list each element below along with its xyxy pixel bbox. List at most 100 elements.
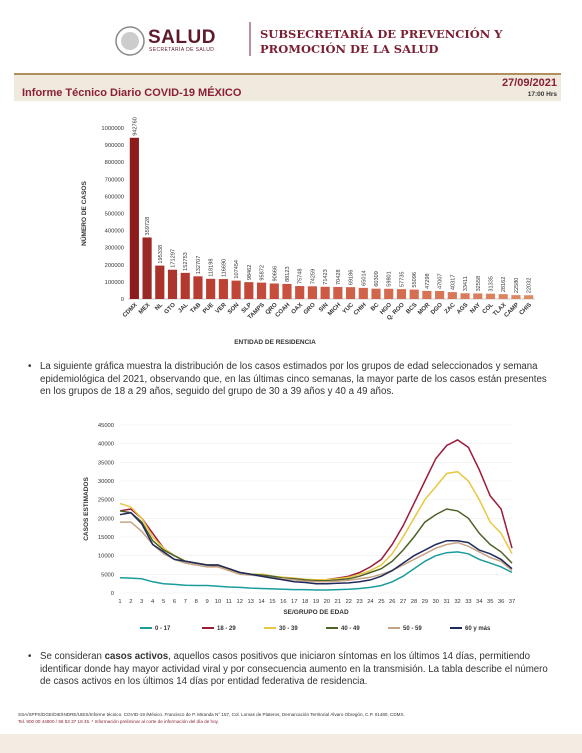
x-tick-label: COAH	[275, 302, 292, 319]
y-axis-label: CASOS ESTIMADOS	[83, 477, 90, 541]
x-tick-label: 29	[422, 599, 428, 605]
y-tick-label: 600000	[105, 194, 124, 200]
bar	[142, 237, 152, 299]
value-label: 195338	[158, 245, 164, 264]
x-tick-label: 18	[302, 599, 308, 605]
bar	[422, 290, 432, 299]
y-tick-label: 5000	[101, 572, 114, 578]
x-tick-label: DGO	[430, 302, 444, 316]
x-tick-label: PUE	[202, 302, 215, 315]
value-label: 98462	[247, 265, 253, 281]
legend-label: 18 - 29	[217, 626, 236, 632]
bar	[473, 293, 483, 299]
x-tick-label: OAX	[291, 302, 304, 315]
value-label: 22580	[514, 278, 520, 294]
legend-label: 60 y más	[465, 626, 491, 632]
footer-line: Tel. 800 00 44800 / 55 53 37 18 45. * In…	[18, 719, 219, 724]
bar	[180, 272, 190, 299]
x-tick-label: 27	[400, 599, 406, 605]
y-tick-label: 300000	[105, 246, 124, 252]
x-tick-label: CHIS	[519, 302, 533, 316]
seal	[115, 26, 145, 56]
y-tick-label: 100000	[105, 280, 124, 286]
x-tick-label: GRO	[303, 302, 317, 316]
y-tick-label: 10000	[98, 554, 114, 560]
banner-bg	[14, 73, 561, 101]
x-tick-label: 19	[313, 599, 319, 605]
value-label: 74259	[310, 269, 316, 285]
value-label: 132707	[196, 256, 202, 275]
bar	[447, 292, 457, 299]
text: Se consideran	[40, 651, 105, 662]
banner-rule	[14, 73, 561, 75]
series-line	[119, 551, 513, 591]
value-label: 70428	[336, 269, 342, 285]
agency-name: SUBSECRETARÍA DE PREVENCIÓN Y PROMOCIÓN …	[260, 27, 503, 56]
value-label: 59801	[387, 271, 393, 287]
bold-text: casos activos	[104, 651, 169, 662]
value-label: 47298	[425, 273, 431, 289]
x-tick-label: 1	[118, 599, 121, 605]
bar	[435, 290, 445, 299]
bar	[256, 282, 267, 299]
bar	[333, 286, 343, 299]
y-tick-label: 15000	[98, 535, 114, 541]
series-line	[119, 470, 513, 581]
y-tick-label: 0	[111, 591, 114, 597]
legend-label: 0 - 17	[155, 626, 171, 632]
bar	[371, 288, 381, 299]
bar	[511, 295, 521, 299]
value-label: 69186	[349, 270, 355, 286]
bar	[345, 287, 356, 299]
value-label: 942760	[132, 117, 138, 136]
value-label: 359728	[145, 217, 151, 236]
x-tick-label: 36	[498, 599, 504, 605]
value-label: 95872	[260, 265, 266, 281]
bar	[129, 137, 139, 299]
line-chart: 0 5000 10000 15000 20000 25000 30000 35000 40000…	[83, 423, 515, 632]
value-label: 28162	[501, 277, 507, 293]
x-tick-label: 13	[247, 599, 253, 605]
value-label: 90666	[272, 266, 278, 282]
paragraph: La siguiente gráfica muestra la distribu…	[40, 361, 547, 397]
x-tick-label: 25	[378, 599, 384, 605]
bar	[282, 283, 292, 299]
bar	[206, 278, 216, 299]
bar	[193, 276, 203, 299]
value-label: 40317	[450, 275, 456, 291]
bar	[409, 289, 419, 299]
x-tick-label: CAMP	[504, 302, 521, 319]
value-label: 88123	[285, 266, 291, 282]
x-tick-label: 7	[184, 599, 187, 605]
x-axis-label: ENTIDAD DE RESIDENCIA	[234, 339, 316, 346]
value-label: 22032	[527, 278, 533, 294]
x-tick-label: 2	[129, 599, 132, 605]
series-line	[119, 508, 513, 582]
legend-label: 50 - 59	[403, 626, 422, 632]
bar	[524, 295, 534, 299]
x-tick-label: VER	[215, 302, 228, 315]
bar	[167, 269, 178, 299]
y-tick-label: 30000	[98, 479, 114, 485]
series-line	[120, 521, 513, 583]
x-tick-label: 12	[237, 599, 243, 605]
x-tick-label: MEX	[138, 302, 151, 315]
x-tick-label: AGS	[456, 302, 469, 315]
x-tick-label: TAB	[190, 302, 203, 315]
x-tick-label: CDMX	[122, 302, 139, 319]
x-tick-label: 31	[443, 599, 449, 605]
value-label: 152753	[183, 252, 189, 271]
paragraph: Se consideran casos activos, aquellos ca…	[40, 651, 560, 689]
value-label: 116690	[221, 259, 227, 277]
bar	[320, 286, 330, 299]
value-label: 171297	[171, 249, 177, 268]
y-tick-label: 1000000	[101, 126, 124, 132]
value-label: 57735	[399, 272, 405, 288]
y-tick-label: 20000	[98, 516, 114, 522]
y-tick-label: 800000	[105, 160, 124, 166]
x-tick-label: 3	[140, 599, 143, 605]
x-tick-label: 8	[195, 599, 198, 605]
y-tick-label: 700000	[105, 177, 124, 183]
bar	[384, 288, 394, 299]
